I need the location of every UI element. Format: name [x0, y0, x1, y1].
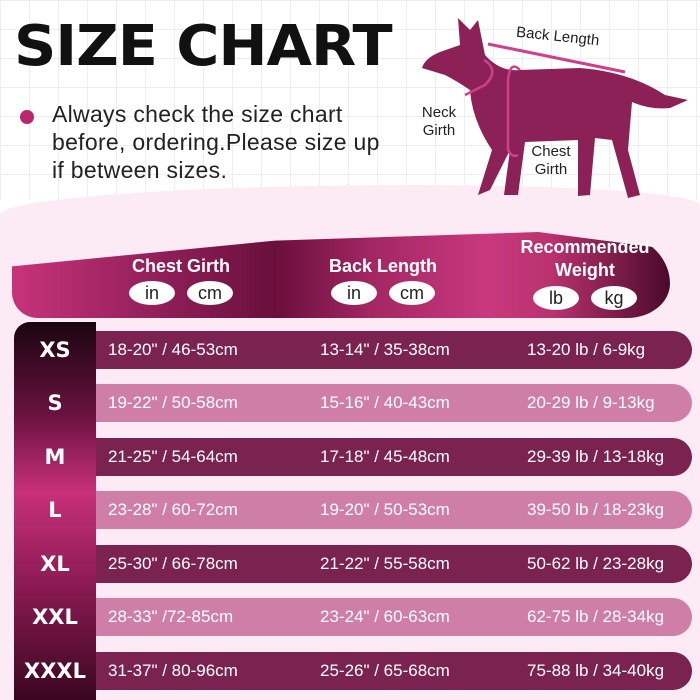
weight-cell: 75-88 lb / 34-40kg	[527, 661, 665, 680]
unit-in: in	[331, 281, 377, 305]
unit-in: in	[129, 281, 175, 305]
chest-girth-cell: 31-37" / 80-96cm	[108, 661, 238, 680]
header-chest-girth: Chest Girth in cm	[106, 256, 256, 305]
size-label: L	[48, 498, 62, 522]
back-length-cell: 21-22" / 55-58cm	[320, 554, 450, 573]
table-row: 28-33" /72-85cm 23-24" / 60-63cm 62-75 lb …	[60, 598, 692, 636]
chest-girth-cell: 21-25" / 54-64cm	[108, 447, 238, 466]
bullet-icon	[20, 110, 34, 124]
back-length-cell: 15-16" / 40-43cm	[320, 393, 450, 412]
unit-kg: kg	[591, 286, 637, 310]
weight-cell: 50-62 lb / 23-28kg	[527, 554, 665, 573]
weight-cell: 62-75 lb / 28-34kg	[527, 607, 665, 626]
back-length-cell: 17-18" / 45-48cm	[320, 447, 450, 466]
header-label: Recommended Weight	[520, 237, 650, 280]
back-length-cell: 13-14" / 35-38cm	[320, 340, 450, 359]
neck-girth-arrow	[464, 58, 494, 97]
weight-cell: 39-50 lb / 18-23kg	[527, 500, 665, 519]
size-label: S	[47, 391, 63, 415]
header-back-length: Back Length in cm	[308, 256, 458, 305]
chest-girth-cell: 18-20" / 46-53cm	[108, 340, 238, 359]
size-note: Always check the size chart before, orde…	[52, 101, 380, 183]
header-recommended-weight: Recommended Weight lb kg	[500, 236, 670, 310]
table-row: 21-25" / 54-64cm 17-18" / 45-48cm 29-39 lb…	[60, 438, 692, 476]
back-length-cell: 23-24" / 60-63cm	[320, 607, 450, 626]
chest-girth-cell: 19-22" / 50-58cm	[108, 393, 238, 412]
chest-girth-cell: 25-30" / 66-78cm	[108, 554, 238, 573]
table-row: 25-30" / 66-78cm 21-22" / 55-58cm 50-62 lb…	[60, 545, 692, 583]
chest-girth-arrow	[506, 65, 521, 158]
weight-cell: 29-39 lb / 13-18kg	[527, 447, 665, 466]
header-label: Back Length	[328, 256, 438, 276]
table-row: 18-20" / 46-53cm 13-14" / 35-38cm 13-20 lb…	[60, 331, 692, 369]
header-label: Chest Girth	[131, 256, 230, 276]
unit-cm: cm	[187, 281, 233, 305]
size-label: XXXL	[24, 659, 86, 683]
size-label: XXL	[32, 605, 78, 629]
dog-measurement-illustration	[422, 18, 688, 198]
page-title: SIZE CHART	[14, 14, 393, 79]
size-label: XS	[39, 338, 71, 362]
chest-girth-cell: 23-28" / 60-72cm	[108, 500, 238, 519]
unit-cm: cm	[389, 281, 435, 305]
table-row: 23-28" / 60-72cm 19-20" / 50-53cm 39-50 lb…	[60, 491, 692, 529]
weight-cell: 13-20 lb / 6-9kg	[527, 340, 646, 359]
weight-cell: 20-29 lb / 9-13kg	[527, 393, 655, 412]
back-length-arrow	[487, 42, 626, 74]
back-length-cell: 25-26" / 65-68cm	[320, 661, 450, 680]
table-row: 19-22" / 50-58cm 15-16" / 40-43cm 20-29 lb…	[60, 384, 692, 422]
neck-girth-label: Neck Girth	[421, 104, 457, 139]
size-column	[14, 322, 96, 700]
size-label: M	[44, 445, 66, 469]
back-length-cell: 19-20" / 50-53cm	[320, 500, 450, 519]
table-row: 31-37" / 80-96cm 25-26" / 65-68cm 75-88 lb…	[60, 652, 692, 690]
unit-lb: lb	[533, 286, 579, 310]
size-label: XL	[40, 552, 70, 576]
chest-girth-cell: 28-33" /72-85cm	[108, 607, 234, 626]
chest-girth-label: Chest Girth	[531, 143, 571, 178]
